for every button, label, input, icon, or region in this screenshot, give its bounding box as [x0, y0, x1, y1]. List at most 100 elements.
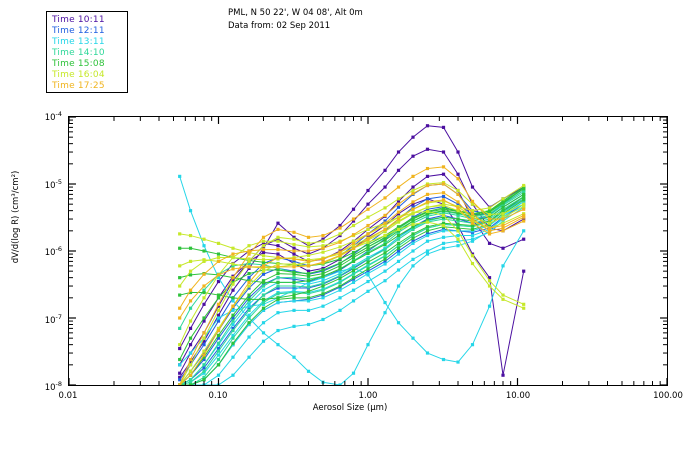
- series-marker: [231, 276, 235, 280]
- series-marker: [501, 217, 505, 221]
- series-marker: [487, 221, 492, 225]
- series-marker: [178, 357, 182, 362]
- series-marker: [522, 237, 526, 241]
- series-marker: [522, 269, 526, 273]
- series-marker: [338, 257, 342, 261]
- series-marker: [366, 215, 370, 219]
- series-marker: [351, 272, 356, 276]
- series-marker: [306, 269, 311, 273]
- legend-item-value: 17:25: [77, 81, 105, 91]
- series-marker: [261, 254, 266, 258]
- series-marker: [383, 242, 387, 247]
- series-marker: [202, 316, 206, 320]
- series-marker: [188, 369, 193, 373]
- series-line: [179, 199, 524, 319]
- series-marker: [441, 150, 446, 154]
- series-marker: [188, 273, 193, 277]
- series-marker: [216, 341, 221, 345]
- series-marker: [456, 213, 460, 217]
- series-marker: [178, 378, 182, 382]
- series-marker: [188, 233, 193, 238]
- series-marker: [188, 351, 193, 355]
- series-marker: [487, 212, 492, 217]
- legend-item-label: Time: [52, 70, 75, 80]
- series-marker: [470, 227, 475, 231]
- y-tick-label: 10-7: [44, 312, 62, 326]
- series-marker: [276, 268, 280, 272]
- x-tick-label: 100.00: [653, 391, 683, 401]
- legend-item-value: 15:08: [77, 59, 105, 69]
- series-marker: [202, 244, 206, 248]
- y-tick-label: 10-4: [44, 110, 62, 123]
- series-marker: [396, 249, 401, 253]
- series-marker: [383, 235, 387, 239]
- series-marker: [188, 319, 193, 323]
- series-marker: [522, 198, 526, 202]
- series-marker: [306, 280, 311, 284]
- series-marker: [216, 353, 221, 357]
- series-marker: [425, 239, 430, 243]
- series-marker: [261, 244, 266, 248]
- series-marker: [456, 222, 460, 226]
- series-marker: [321, 272, 325, 276]
- series-marker: [456, 226, 460, 230]
- series-marker: [216, 304, 221, 308]
- series-marker: [351, 219, 356, 223]
- series-marker: [306, 279, 311, 283]
- series-marker: [411, 202, 415, 206]
- series-marker: [456, 192, 460, 196]
- series-marker: [292, 290, 296, 295]
- series-marker: [216, 328, 221, 333]
- series-marker: [522, 190, 526, 194]
- series-marker: [247, 322, 251, 327]
- series-marker: [366, 207, 370, 211]
- series-marker: [411, 236, 415, 240]
- series-marker: [216, 333, 221, 337]
- x-tick-label: 1.00: [358, 391, 378, 401]
- series-marker: [276, 328, 280, 333]
- series-marker: [487, 279, 492, 283]
- series-marker: [216, 255, 221, 260]
- series-marker: [306, 249, 311, 253]
- series-marker: [501, 212, 505, 216]
- series-marker: [366, 267, 370, 271]
- series-marker: [383, 219, 387, 223]
- series-marker: [231, 262, 235, 266]
- series-marker: [231, 279, 235, 283]
- series-marker: [456, 150, 460, 154]
- series-marker: [425, 351, 430, 355]
- series-marker: [383, 233, 387, 238]
- series-marker: [306, 264, 311, 268]
- series-line: [179, 125, 524, 378]
- series-marker: [366, 251, 370, 256]
- series-marker: [188, 288, 193, 292]
- series-marker: [487, 276, 492, 280]
- y-tick-label: 10-8: [44, 380, 62, 393]
- series-marker: [247, 313, 251, 317]
- series-marker: [321, 274, 325, 278]
- series-marker: [321, 281, 325, 285]
- series-marker: [292, 324, 296, 328]
- series-marker: [441, 194, 446, 199]
- series-marker: [351, 223, 356, 228]
- legend-item-label: Time: [52, 15, 75, 25]
- series-marker: [338, 223, 342, 228]
- series-marker: [411, 219, 415, 223]
- series-marker: [522, 183, 526, 188]
- series-marker: [178, 346, 182, 351]
- series-marker: [338, 264, 342, 268]
- series-marker: [441, 235, 446, 239]
- series-marker: [276, 252, 280, 256]
- series-marker: [216, 259, 221, 263]
- series-marker: [202, 339, 206, 343]
- series-marker: [425, 233, 430, 238]
- series-marker: [261, 282, 266, 286]
- series-marker: [411, 174, 415, 178]
- series-marker: [338, 245, 342, 249]
- series-marker: [261, 293, 266, 297]
- series-marker: [231, 355, 235, 359]
- series-marker: [411, 200, 415, 204]
- series-marker: [261, 308, 266, 312]
- series-marker: [338, 383, 342, 385]
- series-marker: [366, 188, 370, 193]
